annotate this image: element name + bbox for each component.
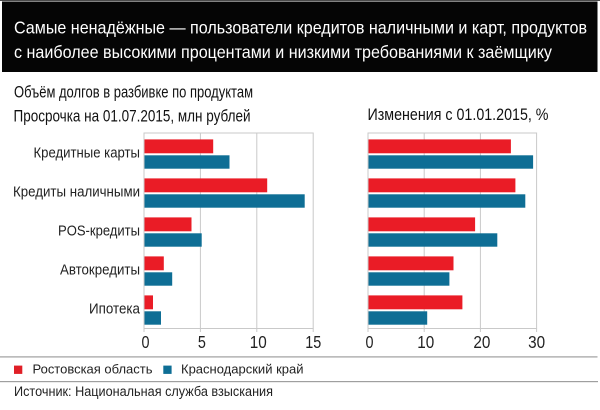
svg-text:POS-кредиты: POS-кредиты xyxy=(58,223,140,240)
svg-text:30: 30 xyxy=(528,332,545,352)
svg-text:Кредиты наличными: Кредиты наличными xyxy=(13,184,140,201)
svg-text:Источник: Национальная служба: Источник: Национальная служба взыскания xyxy=(14,384,273,399)
svg-text:с наиболее высокими процентами: с наиболее высокими процентами и низкими… xyxy=(14,42,552,62)
svg-text:Объём долгов в разбивке по про: Объём долгов в разбивке по продуктам xyxy=(14,84,253,102)
svg-text:20: 20 xyxy=(473,332,490,352)
svg-text:Просрочка на 01.07.2015, млн р: Просрочка на 01.07.2015, млн рублей xyxy=(14,108,251,126)
svg-text:Самые ненадёжные — пользовател: Самые ненадёжные — пользователи кредитов… xyxy=(14,18,587,38)
svg-text:5: 5 xyxy=(198,332,206,352)
svg-text:10: 10 xyxy=(417,332,434,352)
svg-text:Изменения с 01.01.2015, %: Изменения с 01.01.2015, % xyxy=(368,106,549,124)
svg-text:Ростовская область: Ростовская область xyxy=(33,362,153,377)
svg-text:0: 0 xyxy=(142,332,150,352)
svg-text:Ипотека: Ипотека xyxy=(89,301,141,318)
svg-text:15: 15 xyxy=(305,332,321,352)
svg-text:Автокредиты: Автокредиты xyxy=(60,262,140,279)
svg-text:Краснодарский край: Краснодарский край xyxy=(181,362,304,377)
svg-text:Кредитные карты: Кредитные карты xyxy=(34,145,141,162)
svg-text:0: 0 xyxy=(366,332,374,352)
svg-text:10: 10 xyxy=(250,332,267,352)
